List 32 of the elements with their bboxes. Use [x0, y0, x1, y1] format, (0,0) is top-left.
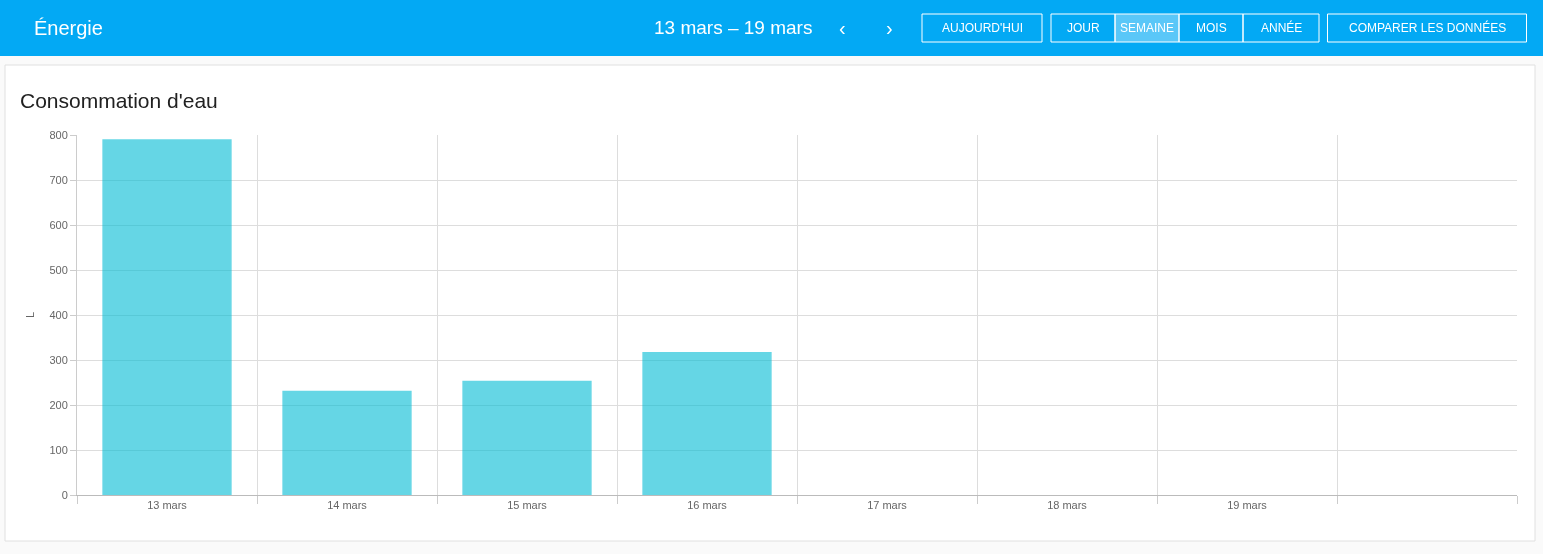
- text: ‹: [839, 17, 846, 39]
- x-tick-label: 17 mars: [867, 499, 908, 512]
- y-tick-label: 300: [49, 353, 68, 366]
- text: JOUR: [1067, 21, 1100, 35]
- y-tick-label: 800: [49, 128, 68, 141]
- text: AUJOURD'HUI: [942, 21, 1023, 35]
- text: COMPARER LES DONNÉES: [1349, 20, 1507, 35]
- text: 13 mars – 19 mars: [654, 17, 813, 38]
- y-tick-label: 700: [49, 173, 68, 186]
- text: Énergie: [34, 17, 103, 39]
- y-tick-label: 0: [61, 488, 68, 501]
- y-tick-label: 200: [49, 398, 68, 411]
- x-tick-label: 15 mars: [507, 499, 548, 512]
- chart-title: Consommation d'eau: [20, 89, 218, 113]
- text: SEMAINE: [1120, 21, 1175, 35]
- text: ›: [886, 17, 893, 39]
- y-tick-label: 400: [49, 308, 68, 321]
- bar: [282, 390, 412, 495]
- x-tick-label: 18 mars: [1047, 499, 1088, 512]
- y-axis-title: L: [24, 311, 37, 319]
- y-tick-label: 500: [49, 263, 68, 276]
- x-tick-label: 13 mars: [147, 499, 188, 512]
- bar: [462, 380, 592, 495]
- x-tick-label: 14 mars: [327, 499, 368, 512]
- text: ANNÉE: [1261, 20, 1303, 35]
- bar: [642, 352, 772, 495]
- text: MOIS: [1196, 21, 1227, 35]
- x-tick-label: 16 mars: [687, 499, 728, 512]
- y-tick-label: 100: [49, 443, 68, 456]
- y-tick-label: 600: [49, 218, 68, 231]
- bar: [102, 139, 232, 495]
- x-tick-label: 19 mars: [1227, 499, 1268, 512]
